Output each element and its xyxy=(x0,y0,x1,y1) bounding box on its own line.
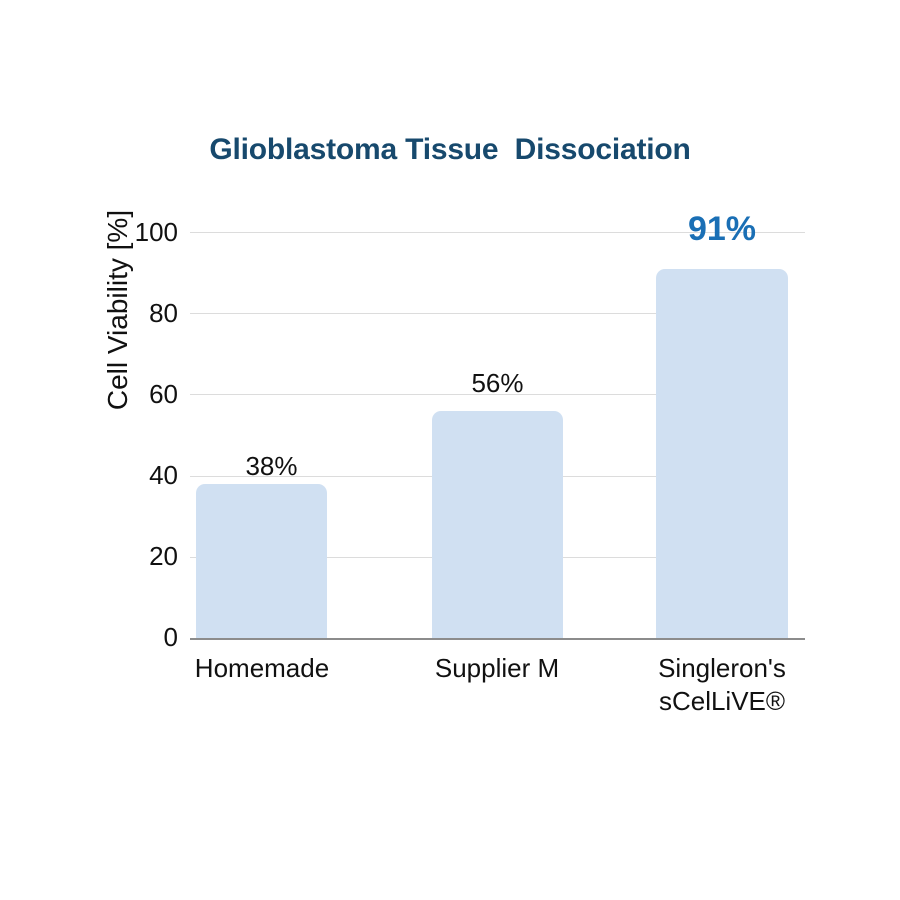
bar-singleron-scellive[interactable] xyxy=(656,269,788,638)
x-axis-baseline xyxy=(190,638,805,640)
y-tick-label-100: 100 xyxy=(134,217,178,247)
x-category-label-homemade: Homemade xyxy=(176,652,348,685)
x-category-line-1: Supplier M xyxy=(434,653,560,683)
y-tick-label-20: 20 xyxy=(149,541,178,571)
bar-homemade[interactable] xyxy=(196,484,327,638)
x-category-line-1: Singleron's xyxy=(658,653,786,683)
y-axis-tick-labels: 100 80 60 40 20 0 xyxy=(100,219,178,650)
x-category-line-1: Homemade xyxy=(194,653,330,683)
data-label-supplier-m: 56% xyxy=(471,368,524,398)
plot-area xyxy=(190,232,805,640)
gridline-20 xyxy=(190,557,657,558)
y-tick-label-80: 80 xyxy=(149,298,178,328)
gridline-60 xyxy=(190,394,657,395)
gridline-100 xyxy=(190,232,805,233)
gridline-40 xyxy=(190,476,657,477)
x-category-label-singleron-scellive: Singleron's sCelLiVE® xyxy=(636,652,808,717)
x-category-line-2: sCelLiVE® xyxy=(658,685,786,716)
gridline-80 xyxy=(190,313,657,314)
y-tick-label-0: 0 xyxy=(163,622,178,652)
data-label-singleron-scellive: 91% xyxy=(687,210,757,248)
bar-supplier-m[interactable] xyxy=(432,411,563,638)
chart-title: Glioblastoma Tissue Dissociation xyxy=(209,133,691,166)
data-label-homemade: 38% xyxy=(245,451,298,481)
y-tick-label-60: 60 xyxy=(149,379,178,409)
y-tick-label-40: 40 xyxy=(149,460,178,490)
x-category-label-supplier-m: Supplier M xyxy=(411,652,583,685)
